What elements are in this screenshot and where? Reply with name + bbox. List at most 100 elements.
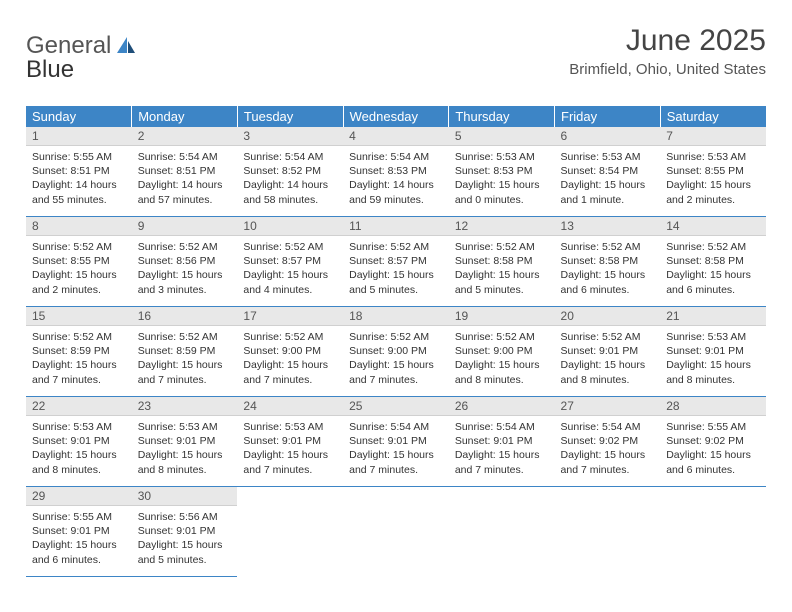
sunrise-line: Sunrise: 5:53 AM (455, 151, 535, 163)
day-number: 16 (132, 307, 238, 326)
daylight-line: Daylight: 15 hours and 8 minutes. (561, 359, 646, 385)
brand-logo: General (26, 24, 137, 60)
day-details: Sunrise: 5:52 AM Sunset: 9:00 PM Daylight:… (343, 326, 449, 396)
calendar-table: SundayMondayTuesdayWednesdayThursdayFrid… (26, 106, 766, 577)
day-number: 2 (132, 127, 238, 146)
daylight-line: Daylight: 15 hours and 8 minutes. (138, 449, 223, 475)
sunrise-line: Sunrise: 5:54 AM (561, 421, 641, 433)
sunset-line: Sunset: 8:57 PM (349, 255, 427, 267)
day-details: Sunrise: 5:52 AMSunset: 8:58 PMDaylight:… (555, 236, 661, 306)
brand-text-blue: Blue (26, 56, 74, 83)
day-number: 13 (555, 217, 661, 236)
sunrise-line: Sunrise: 5:56 AM (138, 511, 218, 523)
day-number: 15 (26, 307, 132, 326)
calendar-week-row: 1Sunrise: 5:55 AMSunset: 8:51 PMDaylight… (26, 127, 766, 217)
sunrise-line: Sunrise: 5:52 AM (666, 241, 746, 253)
daylight-line: Daylight: 15 hours and 8 minutes. (666, 359, 751, 385)
calendar-day-cell: 4Sunrise: 5:54 AMSunset: 8:53 PMDaylight… (343, 127, 449, 217)
sunrise-line: Sunrise: 5:53 AM (666, 331, 746, 343)
day-number: 4 (343, 127, 449, 146)
sunrise-line: Sunrise: 5:53 AM (666, 151, 746, 163)
sunset-line: Sunset: 8:57 PM (243, 255, 321, 267)
calendar-day-cell: 16Sunrise: 5:52 AMSunset: 8:59 PMDayligh… (132, 307, 238, 397)
day-number: 1 (26, 127, 132, 146)
day-details: Sunrise: 5:54 AMSunset: 8:53 PMDaylight:… (343, 146, 449, 216)
day-number: 23 (132, 397, 238, 416)
sunrise-line: Sunrise: 5:55 AM (32, 511, 112, 523)
day-details: Sunrise: 5:55 AMSunset: 9:02 PMDaylight:… (660, 416, 766, 486)
sunset-line: Sunset: 9:00 PM (349, 345, 427, 357)
calendar-day-cell: 15 Sunrise: 5:52 AM Sunset: 8:59 PM Dayligh… (26, 307, 132, 397)
weekday-header: Saturday (660, 106, 766, 127)
weekday-header: Tuesday (237, 106, 343, 127)
sunrise-line: Sunrise: 5:55 AM (32, 151, 112, 163)
sunset-line: Sunset: 8:54 PM (561, 165, 639, 177)
calendar-week-row: 15Sunrise: 5:52 AMSunset: 8:59 PMDayligh… (26, 307, 766, 397)
sunrise-line: Sunrise: 5:52 AM (349, 331, 429, 343)
daylight-line: Daylight: 15 hours and 7 minutes. (349, 359, 434, 385)
sunset-line: Sunset: 8:59 PM (32, 345, 110, 357)
day-details: Sunrise: 5:54 AMSunset: 8:52 PMDaylight:… (237, 146, 343, 216)
daylight-line: Daylight: 15 hours and 8 minutes. (32, 449, 117, 475)
day-number: 17 (237, 307, 343, 326)
sunrise-line: Sunrise: 5:54 AM (349, 151, 429, 163)
sunset-line: Sunset: 9:01 PM (349, 435, 427, 447)
sunrise-line: Sunrise: 5:52 AM (243, 331, 323, 343)
sunrise-line: Sunrise: 5:53 AM (243, 421, 323, 433)
page-header: General June 2025 Brimfield, Ohio, Unite… (26, 24, 766, 78)
day-details: Sunrise: 5:54 AMSunset: 9:02 PMDaylight:… (555, 416, 661, 486)
day-details: Sunrise: 5:55 AMSunset: 8:51 PMDaylight:… (26, 146, 132, 216)
daylight-line: Daylight: 14 hours and 55 minutes. (32, 179, 117, 205)
day-details: Sunrise: 5:52 AMSunset: 8:59 PMDaylight:… (132, 326, 238, 396)
day-details: Sunrise: 5:54 AMSunset: 9:01 PMDaylight:… (449, 416, 555, 486)
calendar-day-cell: 6Sunrise: 5:53 AMSunset: 8:54 PMDaylight… (555, 127, 661, 217)
weekday-header: Friday (555, 106, 661, 127)
sunrise-line: Sunrise: 5:52 AM (32, 331, 112, 343)
day-number: 11 (343, 217, 449, 236)
day-number: 14 (660, 217, 766, 236)
daylight-line: Daylight: 15 hours and 7 minutes. (243, 359, 328, 385)
calendar-day-cell: 21Sunrise: 5:53 AMSunset: 9:01 PMDayligh… (660, 307, 766, 397)
day-details: Sunrise: 5:53 AMSunset: 9:01 PMDaylight:… (660, 326, 766, 396)
sunset-line: Sunset: 9:01 PM (138, 435, 216, 447)
day-details: Sunrise: 5:53 AMSunset: 9:01 PMDaylight:… (26, 416, 132, 486)
day-details: Sunrise: 5:52 AMSunset: 8:57 PMDaylight:… (343, 236, 449, 306)
calendar-day-cell (555, 487, 661, 577)
daylight-line: Daylight: 15 hours and 7 minutes. (243, 449, 328, 475)
daylight-line: Daylight: 14 hours and 59 minutes. (349, 179, 434, 205)
sunset-line: Sunset: 9:02 PM (666, 435, 744, 447)
calendar-day-cell: 7Sunrise: 5:53 AMSunset: 8:55 PMDaylight… (660, 127, 766, 217)
calendar-day-cell: 2Sunrise: 5:54 AMSunset: 8:51 PMDaylight… (132, 127, 238, 217)
calendar-day-cell: 14Sunrise: 5:52 AMSunset: 8:58 PMDayligh… (660, 217, 766, 307)
daylight-line: Daylight: 15 hours and 1 minute. (561, 179, 646, 205)
daylight-line: Daylight: 15 hours and 5 minutes. (349, 269, 434, 295)
calendar-day-cell: 17 Sunrise: 5:52 AM Sunset: 9:00 PM Dayligh… (237, 307, 343, 397)
sunrise-line: Sunrise: 5:52 AM (455, 331, 535, 343)
day-details: Sunrise: 5:54 AMSunset: 9:01 PMDaylight:… (343, 416, 449, 486)
sunset-line: Sunset: 8:59 PM (138, 345, 216, 357)
sunset-line: Sunset: 8:56 PM (138, 255, 216, 267)
daylight-line: Daylight: 15 hours and 6 minutes. (666, 449, 751, 475)
weekday-header: Thursday (449, 106, 555, 127)
calendar-week-row: 29Sunrise: 5:55 AMSunset: 9:01 PMDayligh… (26, 487, 766, 577)
day-number: 8 (26, 217, 132, 236)
day-number: 3 (237, 127, 343, 146)
logo-sail-icon (115, 35, 137, 55)
daylight-line: Daylight: 15 hours and 7 minutes. (32, 359, 117, 385)
sunset-line: Sunset: 9:01 PM (243, 435, 321, 447)
sunset-line: Sunset: 9:00 PM (455, 345, 533, 357)
daylight-line: Daylight: 15 hours and 7 minutes. (349, 449, 434, 475)
day-number: 6 (555, 127, 661, 146)
brand-blue-wrap: Blue (26, 56, 74, 84)
daylight-line: Daylight: 15 hours and 2 minutes. (666, 179, 751, 205)
weekday-header-row: SundayMondayTuesdayWednesdayThursdayFrid… (26, 106, 766, 127)
day-details: Sunrise: 5:53 AMSunset: 9:01 PMDaylight:… (132, 416, 238, 486)
day-number: 7 (660, 127, 766, 146)
calendar-day-cell: 28Sunrise: 5:55 AMSunset: 9:02 PMDayligh… (660, 397, 766, 487)
sunrise-line: Sunrise: 5:54 AM (455, 421, 535, 433)
calendar-day-cell: 5Sunrise: 5:53 AMSunset: 8:53 PMDaylight… (449, 127, 555, 217)
calendar-day-cell: 18Sunrise: 5:52 AMSunset: 9:00 PMDayligh… (343, 307, 449, 397)
calendar-week-row: 22Sunrise: 5:53 AMSunset: 9:01 PMDayligh… (26, 397, 766, 487)
sunset-line: Sunset: 9:00 PM (243, 345, 321, 357)
calendar-day-cell (660, 487, 766, 577)
